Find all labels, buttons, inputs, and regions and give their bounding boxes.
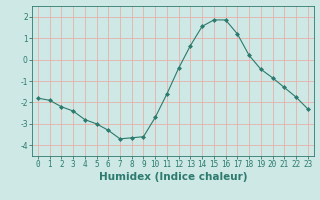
X-axis label: Humidex (Indice chaleur): Humidex (Indice chaleur) (99, 172, 247, 182)
